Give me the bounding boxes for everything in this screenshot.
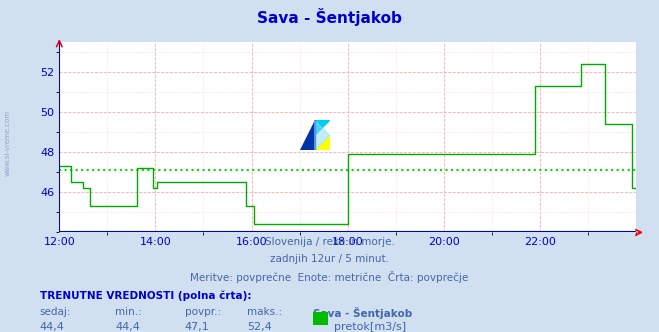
- Text: maks.:: maks.:: [247, 307, 282, 317]
- Polygon shape: [300, 121, 315, 150]
- Text: min.:: min.:: [115, 307, 142, 317]
- Text: pretok[m3/s]: pretok[m3/s]: [334, 322, 406, 332]
- Polygon shape: [315, 121, 330, 150]
- Text: www.si-vreme.com: www.si-vreme.com: [5, 110, 11, 176]
- Text: TRENUTNE VREDNOSTI (polna črta):: TRENUTNE VREDNOSTI (polna črta):: [40, 290, 251, 301]
- Text: 52,4: 52,4: [247, 322, 272, 332]
- Text: Meritve: povprečne  Enote: metrične  Črta: povprečje: Meritve: povprečne Enote: metrične Črta:…: [190, 271, 469, 283]
- Text: 44,4: 44,4: [40, 322, 65, 332]
- Text: Sava - Šentjakob: Sava - Šentjakob: [313, 307, 413, 319]
- Text: sedaj:: sedaj:: [40, 307, 71, 317]
- Text: Slovenija / reke in morje.: Slovenija / reke in morje.: [264, 237, 395, 247]
- Polygon shape: [315, 121, 330, 135]
- Text: Sava - Šentjakob: Sava - Šentjakob: [257, 8, 402, 26]
- Text: 44,4: 44,4: [115, 322, 140, 332]
- Text: zadnjih 12ur / 5 minut.: zadnjih 12ur / 5 minut.: [270, 254, 389, 264]
- Text: povpr.:: povpr.:: [185, 307, 221, 317]
- Polygon shape: [315, 135, 330, 150]
- Text: 47,1: 47,1: [185, 322, 210, 332]
